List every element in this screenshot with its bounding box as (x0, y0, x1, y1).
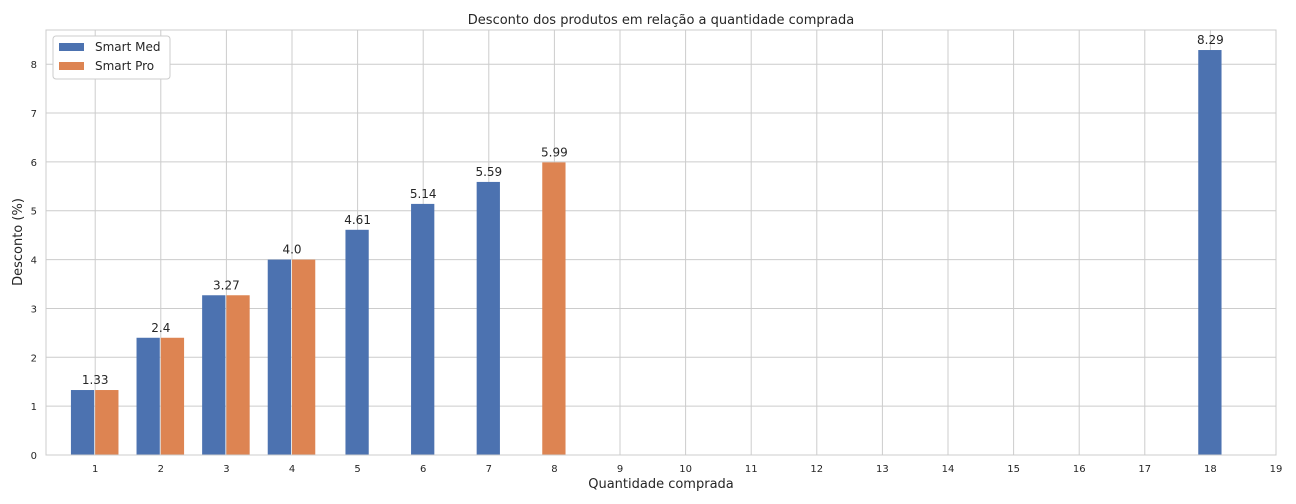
bar-smart-pro (160, 337, 185, 455)
y-tick-label: 7 (31, 109, 37, 120)
x-axis-label: Quantidade comprada (588, 477, 734, 492)
legend-entry: Smart Pro (95, 59, 154, 73)
x-tick-label: 13 (876, 464, 889, 475)
bar-value-label: 5.59 (475, 165, 502, 179)
y-tick-label: 4 (31, 256, 37, 267)
x-tick-label: 12 (810, 464, 823, 475)
x-tick-label: 1 (92, 464, 98, 475)
x-tick-label: 10 (679, 464, 692, 475)
x-tick-label: 18 (1204, 464, 1217, 475)
bar-value-label: 1.33 (82, 373, 109, 387)
x-tick-label: 3 (223, 464, 229, 475)
x-tick-label: 15 (1007, 464, 1020, 475)
grid (46, 30, 1277, 456)
y-axis-label: Desconto (%) (11, 198, 26, 286)
bar-value-label: 4.61 (344, 213, 371, 227)
bar-value-label: 5.99 (541, 145, 568, 159)
data-labels: 1.33 2.4 3.27 4.0 4.61 5.14 5.59 5.99 8.29 (82, 33, 1224, 387)
x-tick-label: 4 (289, 464, 295, 475)
y-tick-label: 0 (31, 451, 37, 462)
bar-smart-med (202, 295, 226, 455)
bar-smart-med (136, 337, 160, 455)
bar-smart-pro (542, 162, 566, 455)
x-tick-label: 19 (1270, 464, 1283, 475)
y-tick-label: 3 (31, 304, 37, 315)
bar-smart-med (70, 390, 95, 455)
y-tick-label: 1 (31, 402, 37, 413)
bar-smart-pro (292, 259, 316, 455)
x-tick-label: 5 (354, 464, 360, 475)
x-tick-label: 9 (617, 464, 623, 475)
plot-frame (45, 29, 1277, 456)
x-tick-label: 6 (420, 464, 426, 475)
chart-title: Desconto dos produtos em relação a quant… (468, 13, 854, 28)
legend-swatch (59, 43, 84, 51)
bar-value-label: 3.27 (213, 278, 240, 292)
bar-value-label: 2.4 (151, 321, 170, 335)
bar-smart-pro (95, 390, 119, 455)
bar-value-label: 8.29 (1197, 33, 1224, 47)
bar-value-label: 5.14 (410, 187, 437, 201)
legend-entry: Smart Med (95, 40, 160, 54)
legend: Smart Med Smart Pro (52, 35, 171, 80)
bar-smart-med (345, 229, 369, 455)
x-tick-label: 8 (551, 464, 557, 475)
bar-smart-med (1198, 50, 1222, 455)
bar-smart-pro (226, 295, 250, 455)
x-tick-label: 11 (745, 464, 758, 475)
x-tick-label: 17 (1138, 464, 1151, 475)
x-tick-label: 14 (942, 464, 955, 475)
y-axis-ticks: 0 1 2 3 4 5 6 7 8 (31, 60, 37, 462)
bars (70, 50, 1222, 455)
bar-smart-med (267, 259, 291, 455)
x-axis-ticks: 1 2 3 4 5 6 7 8 9 10 11 12 13 14 15 16 17 18 19 (92, 464, 1282, 475)
bar-value-label: 4.0 (282, 243, 301, 257)
legend-swatch (59, 62, 84, 70)
y-tick-label: 6 (31, 158, 37, 169)
bar-smart-med (476, 181, 500, 455)
y-tick-label: 8 (31, 60, 37, 71)
y-tick-label: 5 (31, 207, 37, 218)
x-tick-label: 7 (486, 464, 492, 475)
x-tick-label: 16 (1073, 464, 1086, 475)
y-tick-label: 2 (31, 353, 37, 364)
x-tick-label: 2 (158, 464, 164, 475)
bar-smart-med (411, 203, 435, 455)
